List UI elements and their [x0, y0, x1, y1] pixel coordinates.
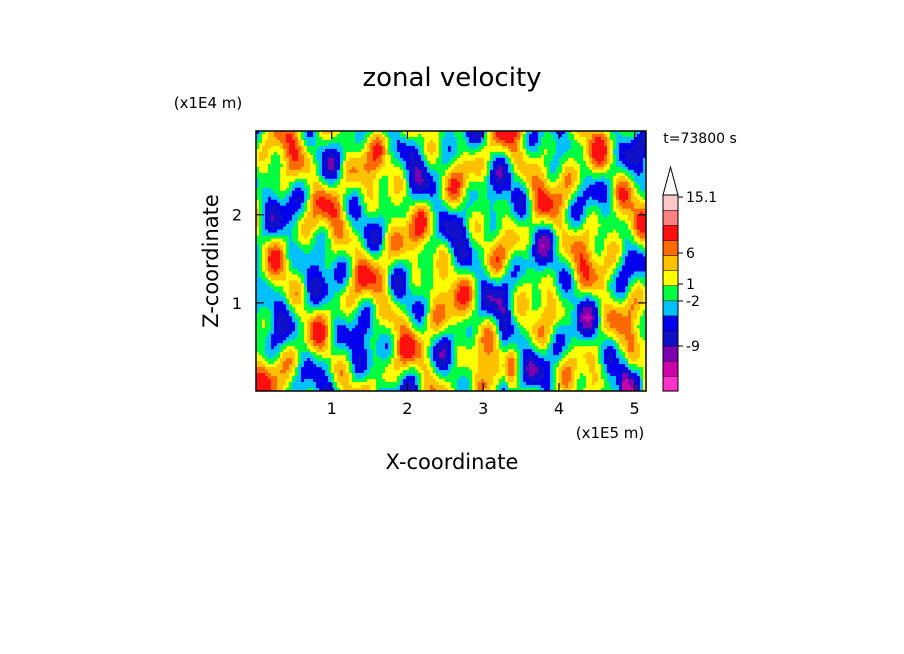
colorbar-segment: [662, 255, 679, 271]
chart-title: zonal velocity: [362, 63, 541, 93]
colorbar-label: -9: [686, 339, 700, 355]
colorbar-segment: [662, 224, 679, 241]
x-tick-label: 2: [402, 399, 412, 418]
colorbar-segment: [662, 270, 679, 287]
colorbar-label: 15.1: [686, 190, 717, 206]
y-axis: 12: [232, 206, 646, 313]
colorbar-segment: [662, 345, 679, 362]
colorbar-segment: [662, 330, 679, 347]
x-axis: 1 2 3 4 5: [327, 131, 640, 418]
x-tick-label: 5: [630, 399, 640, 418]
colorbar-segment: [662, 315, 679, 332]
colorbar-arrow: [662, 165, 679, 196]
colorbar-segment: [662, 239, 679, 256]
y-axis-label: Z-coordinate: [199, 194, 223, 328]
colorbar-segment: [662, 194, 679, 211]
colorbar-segment: [662, 300, 679, 317]
colorbar-segment: [662, 360, 679, 377]
colorbar-label: 1: [686, 277, 695, 293]
x-tick-label: 1: [327, 399, 337, 418]
y-unit-label: (x1E4 m): [174, 94, 243, 112]
x-tick-label: 4: [554, 399, 564, 418]
x-tick-label: 3: [478, 399, 488, 418]
x-unit-label: (x1E5 m): [576, 424, 645, 442]
contour-field: [256, 131, 647, 392]
colorbar-label: 6: [686, 246, 695, 262]
x-axis-label: X-coordinate: [386, 450, 519, 474]
colorbar: 15.1 6 1-2 -9: [662, 165, 717, 392]
time-label: t=73800 s: [663, 131, 737, 147]
y-tick-label: 2: [232, 206, 242, 225]
plot-frame: [255, 130, 647, 392]
colorbar-segment: [662, 375, 679, 392]
y-tick-label: 1: [232, 294, 242, 313]
colorbar-segment: [662, 285, 679, 302]
colorbar-label: -2: [686, 294, 700, 310]
colorbar-segment: [662, 209, 679, 226]
